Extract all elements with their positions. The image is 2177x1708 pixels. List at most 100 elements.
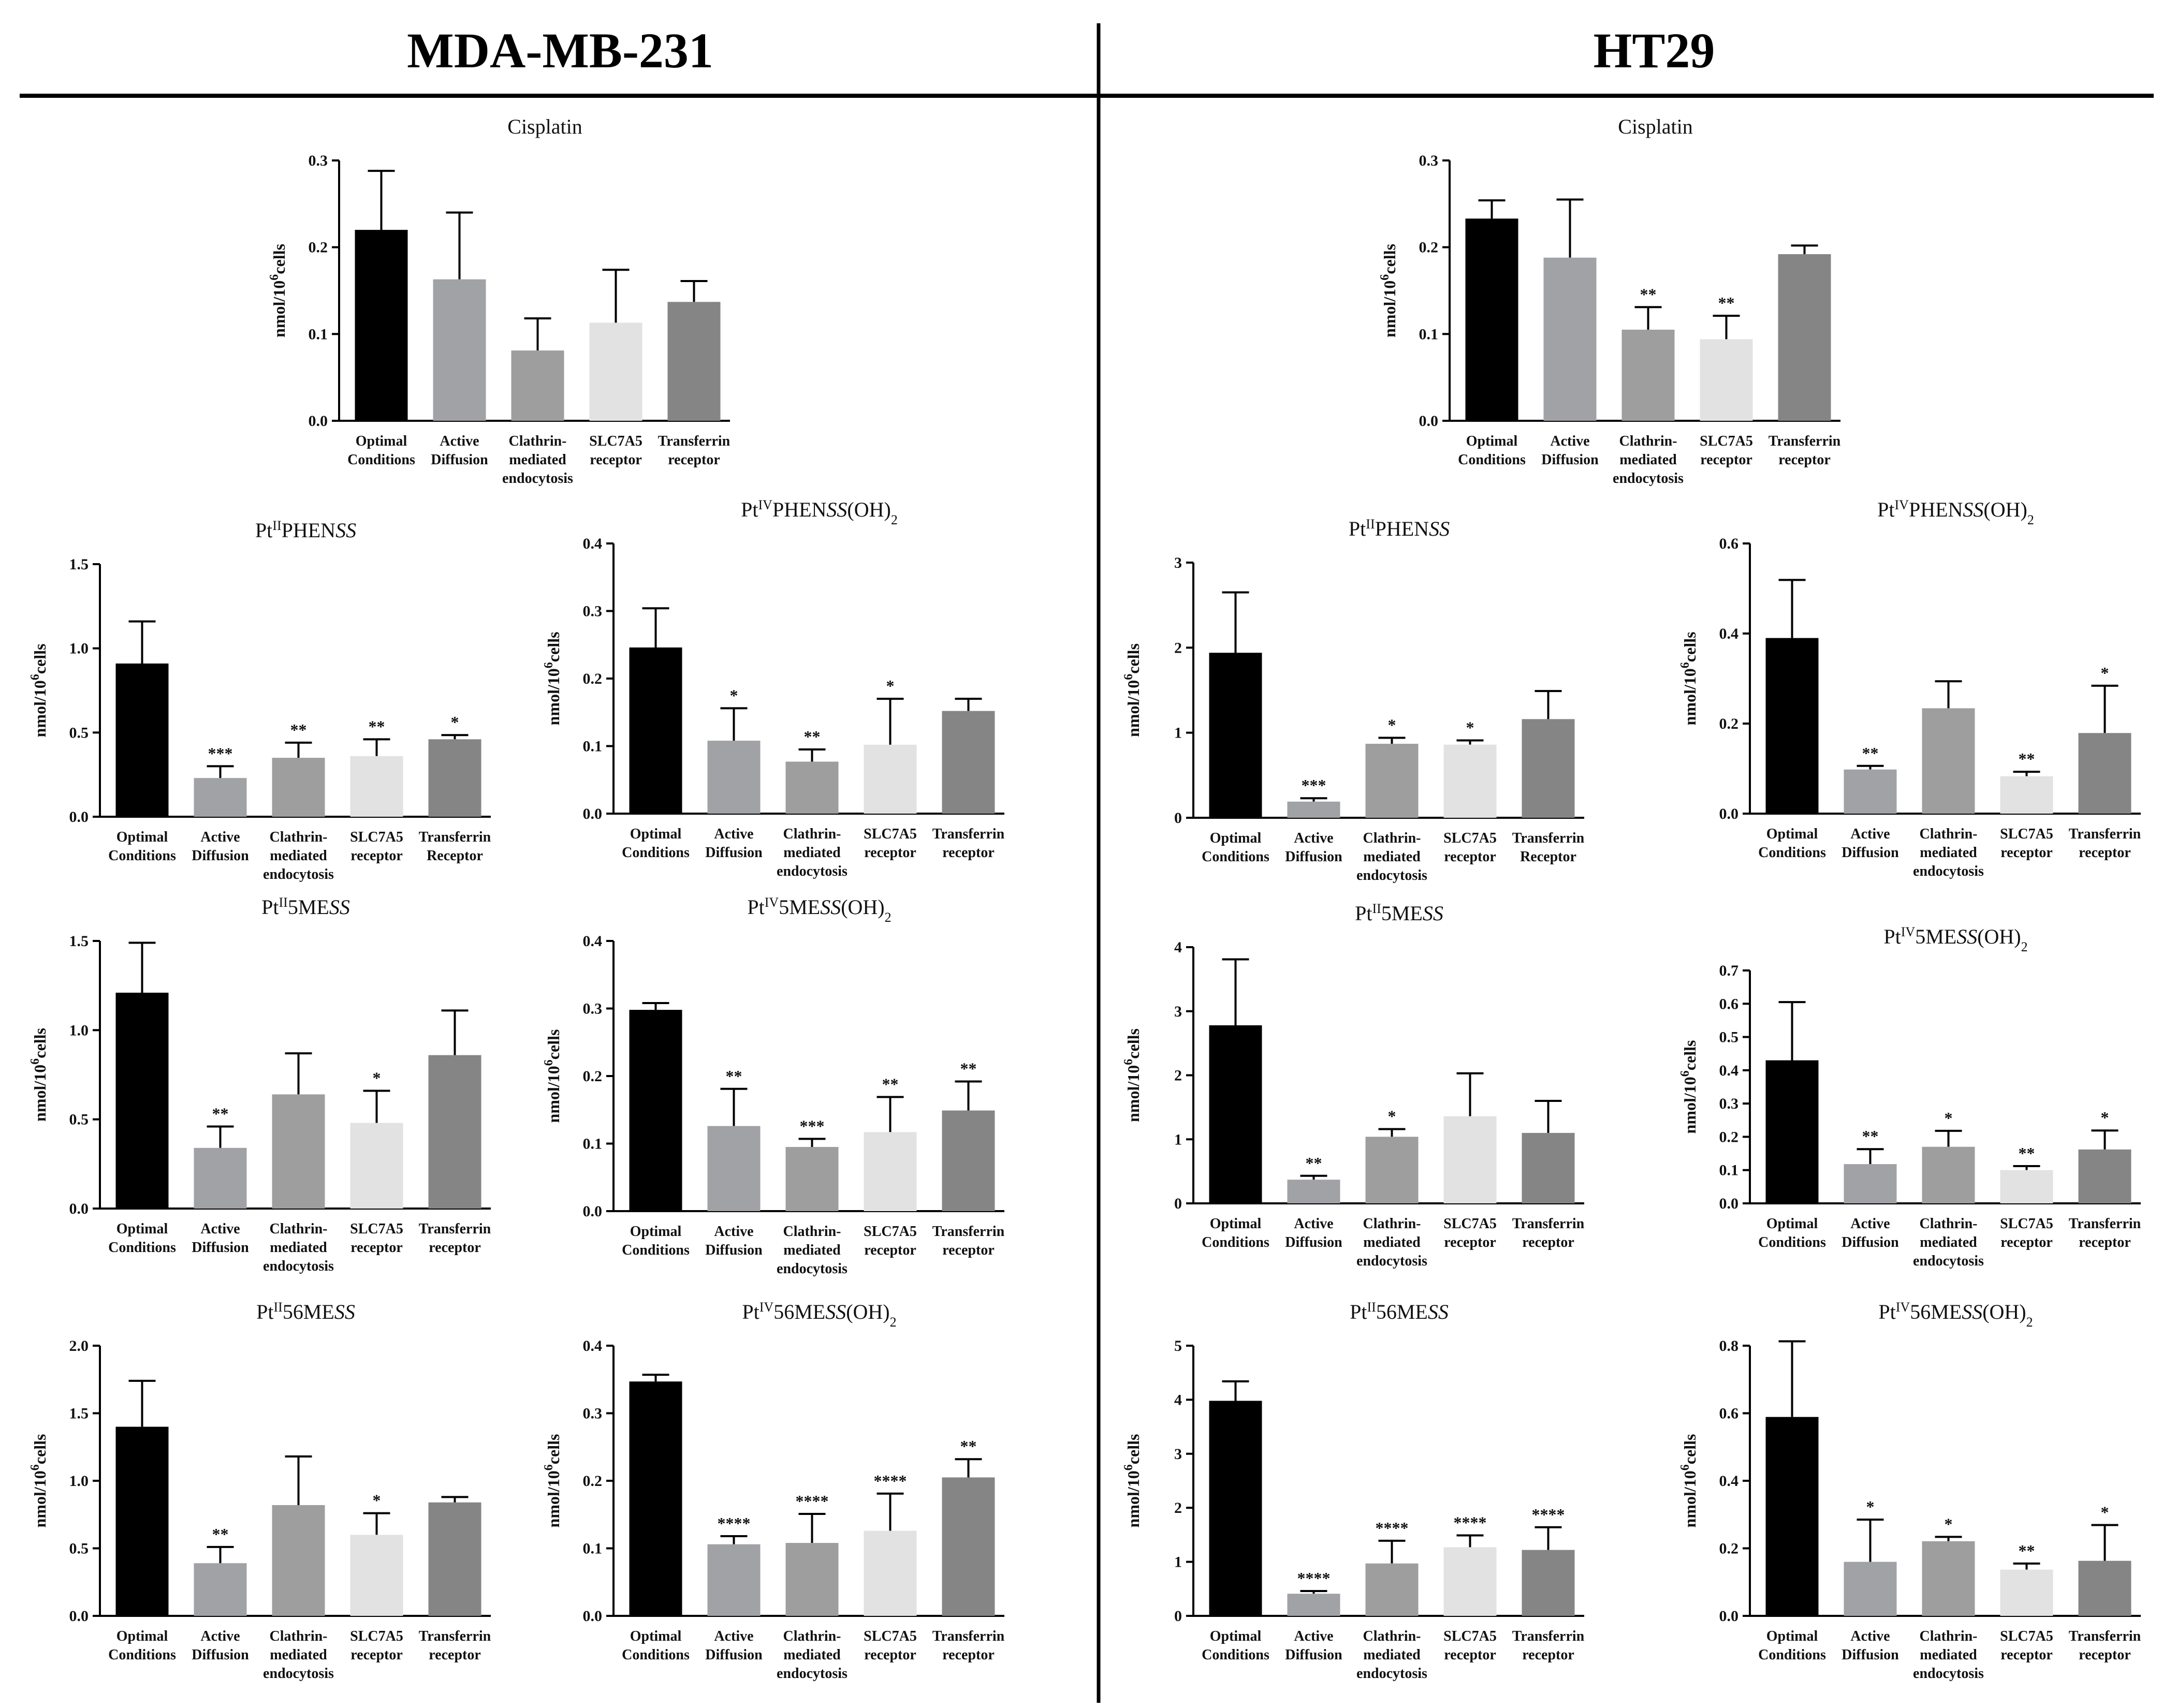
y-tick-label: 0.0 xyxy=(69,1608,89,1625)
y-axis-label: nmol/106cells xyxy=(1678,632,1699,726)
category-label: Clathrin- xyxy=(783,826,841,842)
category-label: receptor xyxy=(350,1647,403,1663)
category-label: Optimal xyxy=(630,1628,682,1644)
category-label: mediated xyxy=(783,1647,841,1663)
category-label: Transferrin xyxy=(1769,433,1841,449)
bar-active xyxy=(707,741,761,814)
chart-ht29-ptiiphenss: PtIIPHENSS 0 1 2 3 nmol/106cells Optimal Condit… xyxy=(1122,517,1585,884)
category-label: receptor xyxy=(668,452,720,468)
bar-optimal xyxy=(1465,218,1518,421)
category-label: SLC7A5 xyxy=(2000,1216,2053,1232)
y-tick-label: 0.0 xyxy=(69,808,89,826)
category-label: Receptor xyxy=(1520,849,1576,865)
category-label: Diffusion xyxy=(192,848,249,864)
category-label: Optimal xyxy=(116,829,168,845)
significance-label: **** xyxy=(1376,1519,1409,1537)
y-tick-label: 0.3 xyxy=(309,152,328,169)
significance-label: ** xyxy=(804,727,821,746)
y-tick-label: 0.5 xyxy=(1719,1029,1739,1046)
header-ht29: HT29 xyxy=(1594,23,1715,78)
y-tick-label: 0.8 xyxy=(1719,1337,1739,1354)
category-label: endocytosis xyxy=(1356,1253,1427,1269)
y-tick-label: 0.0 xyxy=(1419,413,1439,430)
bar-clathrin xyxy=(1922,708,1975,814)
category-label: Optimal xyxy=(630,1224,682,1240)
significance-label: * xyxy=(886,676,895,695)
y-tick-label: 1.0 xyxy=(69,1022,89,1039)
bar-clathrin xyxy=(1365,1137,1419,1203)
y-axis-label: nmol/106cells xyxy=(542,1434,563,1528)
category-label: endocytosis xyxy=(1356,867,1427,884)
category-label: Conditions xyxy=(622,1647,690,1663)
y-tick-label: 2 xyxy=(1174,1499,1182,1516)
significance-label: * xyxy=(373,1491,381,1510)
category-label: Diffusion xyxy=(1285,1234,1342,1250)
bar-slc7a5 xyxy=(1443,1116,1497,1203)
y-tick-label: 0.1 xyxy=(583,738,603,755)
category-label: Optimal xyxy=(1766,1628,1818,1644)
bar-slc7a5 xyxy=(2000,1170,2053,1203)
y-axis-label: nmol/106cells xyxy=(28,1028,49,1122)
category-label: Transferrin xyxy=(419,1221,491,1237)
category-label: mediated xyxy=(783,845,841,861)
y-axis-label: nmol/106cells xyxy=(1122,643,1143,737)
category-label: receptor xyxy=(864,845,916,861)
significance-label: ** xyxy=(2019,749,2035,768)
category-label: receptor xyxy=(350,848,403,864)
y-tick-label: 0.2 xyxy=(583,670,603,687)
bar-active xyxy=(1287,801,1340,818)
y-tick-label: 0.2 xyxy=(1719,1540,1739,1557)
category-label: Optimal xyxy=(1210,1628,1262,1644)
bar-transferrin xyxy=(1522,719,1575,818)
bar-clathrin xyxy=(1365,1563,1419,1616)
category-label: SLC7A5 xyxy=(1443,1628,1497,1644)
y-tick-label: 0.4 xyxy=(1719,1473,1739,1490)
bar-optimal xyxy=(629,1010,682,1211)
y-tick-label: 0.6 xyxy=(1719,1405,1739,1422)
category-label: Active xyxy=(1294,1628,1333,1644)
category-label: receptor xyxy=(429,1647,481,1663)
category-label: Conditions xyxy=(347,452,415,468)
category-label: endocytosis xyxy=(1913,1666,1984,1682)
significance-label: ** xyxy=(726,1067,742,1085)
y-tick-label: 1 xyxy=(1174,1554,1182,1571)
category-label: Clathrin- xyxy=(270,1628,328,1644)
category-label: SLC7A5 xyxy=(350,1221,403,1237)
y-tick-label: 2 xyxy=(1174,639,1182,656)
category-label: Optimal xyxy=(1766,1216,1818,1232)
bar-transferrin xyxy=(1522,1550,1575,1616)
category-label: mediated xyxy=(1619,452,1677,468)
category-label: Active xyxy=(1850,1216,1890,1232)
significance-label: ** xyxy=(1640,285,1657,303)
y-tick-label: 0.0 xyxy=(583,805,603,822)
y-tick-label: 0.2 xyxy=(583,1068,603,1085)
significance-label: ** xyxy=(212,1104,229,1123)
category-label: Optimal xyxy=(116,1221,168,1237)
category-label: Diffusion xyxy=(705,1647,763,1663)
category-label: Optimal xyxy=(116,1628,168,1644)
category-label: Transferrin xyxy=(2069,1216,2141,1232)
y-tick-label: 1 xyxy=(1174,725,1182,742)
category-label: endocytosis xyxy=(263,1258,334,1274)
significance-label: * xyxy=(1945,1514,1953,1533)
category-label: Transferrin xyxy=(1512,1628,1585,1644)
category-label: Diffusion xyxy=(192,1240,249,1256)
bar-optimal xyxy=(1209,1025,1262,1203)
category-label: Conditions xyxy=(1202,1234,1269,1250)
category-label: Diffusion xyxy=(192,1647,249,1663)
significance-label: **** xyxy=(1532,1505,1565,1524)
category-label: Conditions xyxy=(1202,849,1269,865)
bar-active xyxy=(1287,1180,1340,1203)
bar-slc7a5 xyxy=(2000,776,2053,814)
bar-clathrin xyxy=(272,1505,325,1616)
category-label: Active xyxy=(1550,433,1589,449)
category-label: Optimal xyxy=(1466,433,1518,449)
category-label: receptor xyxy=(1444,1234,1496,1250)
bar-optimal xyxy=(1209,653,1262,818)
category-label: Clathrin- xyxy=(1363,830,1421,846)
category-label: Diffusion xyxy=(1842,1647,1899,1663)
chart-title: PtIIPHENSS xyxy=(255,518,356,542)
category-label: mediated xyxy=(1920,1647,1977,1663)
category-label: Transferrin xyxy=(932,1628,1005,1644)
